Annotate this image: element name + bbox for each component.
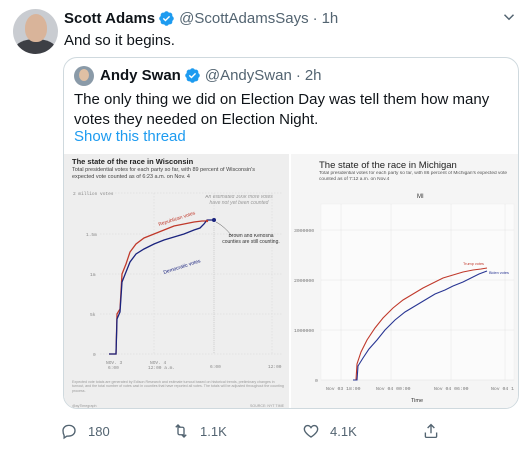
michigan-chart-svg: The state of the race in Michigan Total … <box>294 160 515 404</box>
like-button[interactable]: 4.1K <box>302 422 357 440</box>
mi-xlabel: Time <box>411 398 423 404</box>
wi-dem-label: Democratic votes <box>163 258 202 276</box>
mi-ytick: 2000000 <box>294 278 314 284</box>
mi-xtick: Nov 04 00:00 <box>376 386 411 392</box>
wi-annot-right-box: Brown and Kenosha counties are still cou… <box>222 234 280 245</box>
mi-y-ticks: 3000000 2000000 1000000 0 <box>294 228 318 384</box>
wi-democratic-endpoint <box>212 218 216 222</box>
quoted-text: The only thing we did on Election Day wa… <box>74 91 490 128</box>
mi-gridlines <box>321 204 514 381</box>
heart-icon <box>303 424 319 438</box>
mi-x-ticks: Nov 03 18:00 Nov 04 00:00 Nov 04 06:00 N… <box>326 386 514 392</box>
mi-xtick: Nov 03 18:00 <box>326 386 361 392</box>
wi-ytick: 0 <box>93 352 96 358</box>
quoted-author-avatar[interactable] <box>74 66 94 86</box>
wi-xtick-1a: NOV. 4 <box>150 360 167 366</box>
mi-title: The state of the race in Michigan <box>319 160 457 171</box>
verified-badge-icon <box>159 11 174 26</box>
quoted-avatar-face <box>79 69 89 81</box>
wi-annot-top-box: An estimated 300k more votes have not ye… <box>205 195 273 206</box>
mi-trump-line <box>353 267 488 381</box>
reply-count: 180 <box>88 423 110 439</box>
author-avatar[interactable] <box>13 9 58 54</box>
share-icon <box>424 423 438 439</box>
wi-xtick-0b: 6:00 <box>108 365 119 371</box>
wi-xtick: NOV. 3 6:00 <box>106 360 123 371</box>
author-handle[interactable]: @ScottAdamsSays <box>179 10 309 27</box>
wi-xtick-1b: 12:00 a.m. <box>148 365 175 371</box>
wi-subtitle-box: Total presidential votes for each party … <box>72 167 255 180</box>
mi-ytick: 1000000 <box>294 328 314 334</box>
mi-subtitle: Total presidential votes for each party … <box>319 171 508 182</box>
quoted-author-handle[interactable]: @AndySwan <box>204 67 292 84</box>
wi-ytick: 1.5m <box>86 232 97 238</box>
author-name[interactable]: Scott Adams <box>64 10 156 27</box>
quoted-time[interactable]: 2h <box>304 67 322 84</box>
wi-xtick: 6:00 <box>210 364 221 370</box>
wisconsin-chart-svg: The state of the race in Wisconsin Total… <box>72 157 285 408</box>
more-options-chevron-down-icon[interactable] <box>500 8 518 26</box>
tweet-text: And so it begins. <box>64 32 175 49</box>
retweet-count: 1.1K <box>200 423 227 439</box>
quoted-header: Andy Swan @AndySwan · 2h <box>100 67 322 84</box>
tweet-time[interactable]: 1h <box>321 10 339 27</box>
quoted-tweet[interactable]: Andy Swan @AndySwan · 2h The only thing … <box>63 57 519 409</box>
like-count: 4.1K <box>330 423 357 439</box>
mi-subtitle-box: Total presidential votes for each party … <box>319 171 508 182</box>
quoted-separator-dot: · <box>295 67 301 84</box>
wi-ytick: 2 million votes <box>73 191 114 197</box>
show-thread-link[interactable]: Show this thread <box>74 128 186 145</box>
wi-subtitle: Total presidential votes for each party … <box>72 167 255 180</box>
mi-xtick: Nov 04 1 <box>491 386 514 392</box>
wi-ytick: 5k <box>90 312 96 318</box>
wi-ytick: 1m <box>90 272 96 278</box>
michigan-chart-image[interactable]: The state of the race in Michigan Total … <box>291 154 518 408</box>
quoted-verified-badge-icon <box>185 68 200 83</box>
wi-footnote: Expected vote totals are generated by Ed… <box>72 380 284 393</box>
wi-footnote-box: Expected vote totals are generated by Ed… <box>72 380 284 393</box>
wi-annot-right: Brown and Kenosha counties are still cou… <box>222 234 280 245</box>
wi-x-ticks: NOV. 3 6:00 NOV. 4 12:00 a.m. 6:00 12:00 <box>106 360 282 371</box>
avatar-face <box>25 14 47 42</box>
wi-democratic-line <box>109 219 214 355</box>
reply-icon <box>62 424 76 440</box>
avatar-shirt <box>15 39 56 54</box>
mi-biden-label: Biden votes <box>489 271 509 275</box>
wi-source-left: @ayTimegraph <box>72 404 97 408</box>
wi-gridlines <box>100 192 282 355</box>
mi-plot-area <box>320 203 515 381</box>
wi-republican-line <box>109 220 207 355</box>
wi-xtick: 12:00 <box>268 364 282 370</box>
tweet-header: Scott Adams @ScottAdamsSays · 1h <box>64 10 338 27</box>
quoted-author-name[interactable]: Andy Swan <box>100 67 181 84</box>
wi-y-ticks: 2 million votes 1.5m 1m 5k 0 <box>73 191 114 358</box>
mi-xtick: Nov 04 06:00 <box>434 386 469 392</box>
mi-ytick: 0 <box>315 378 318 384</box>
retweet-icon <box>175 424 187 438</box>
share-button[interactable] <box>422 422 450 440</box>
tweet-actions: 180 1.1K 4.1K <box>60 422 450 444</box>
retweet-button[interactable]: 1.1K <box>172 422 227 440</box>
wi-republican-endpoint <box>205 219 209 223</box>
wi-xtick: NOV. 4 12:00 a.m. <box>148 360 175 371</box>
reply-button[interactable]: 180 <box>60 422 110 440</box>
wi-annot-arrow <box>215 221 233 237</box>
wi-title: The state of the race in Wisconsin <box>72 157 194 166</box>
wi-source-right: SOURCE: NYT TIME <box>250 404 285 408</box>
wi-annot-top: An estimated 300k more votes have not ye… <box>205 195 273 206</box>
mi-panel-label: MI <box>417 194 424 200</box>
mi-trump-label: Trump votes <box>463 262 484 266</box>
mi-biden-line <box>353 270 488 381</box>
mi-ytick: 3000000 <box>294 228 314 234</box>
separator-dot: · <box>312 10 318 27</box>
wisconsin-chart-image[interactable]: The state of the race in Wisconsin Total… <box>64 154 289 408</box>
wi-xtick-0a: NOV. 3 <box>106 360 123 366</box>
